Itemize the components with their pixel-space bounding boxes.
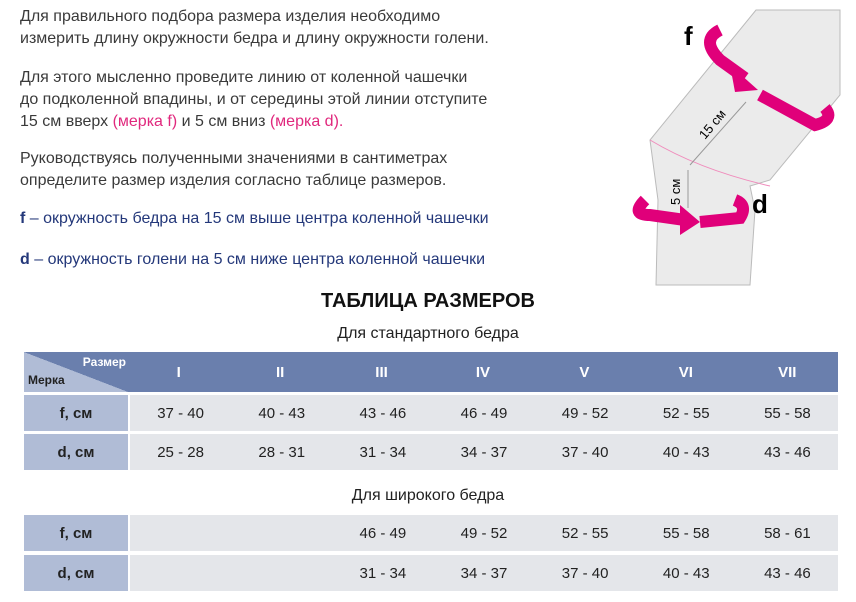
label-f: f [684,21,693,51]
instruction-text: Для этого мысленно проведите линию от ко… [20,69,488,130]
size-cell: 37 - 40 [561,564,609,582]
size-cell: 43 - 46 [764,443,811,461]
dist-15-line [689,101,747,166]
size-header: II [275,363,285,381]
size-cell: 43 - 46 [359,404,407,422]
table-row: f, см 46 - 49 49 - 52 52 - 55 55 - 58 58 - 61 [24,515,838,551]
size-cell: 34 - 37 [460,564,508,582]
table-row: f, см 37 - 40 40 - 43 43 - 46 46 - 49 49 - 52… [24,395,838,431]
wide-caption: Для широкого бедра [351,487,505,504]
size-cell: 40 - 43 [662,443,710,461]
size-cell: 40 - 43 [258,404,306,422]
size-cell: 55 - 58 [662,524,710,542]
definition-d: d – окружность голени на 5 см ниже центр… [20,251,486,268]
size-cell [231,555,332,591]
size-cell: 37 - 40 [561,443,609,461]
f-arrow-icon [704,24,749,83]
size-cell: 31 - 34 [359,443,407,461]
size-cell: 46 - 49 [460,404,508,422]
size-cell: 28 - 31 [258,443,306,461]
size-header: IV [475,363,491,381]
size-header: III [375,363,388,381]
knee-diagram: 15 см 5 см f d [632,9,841,286]
measure-label: d, см [24,555,128,591]
table-title: ТАБЛИЦА РАЗМЕРОВ [321,290,535,312]
size-cell: 55 - 58 [764,404,811,422]
size-cell: 31 - 34 [359,564,407,582]
size-cell: 52 - 55 [662,404,710,422]
size-cell [130,555,231,591]
dist-5-label: 5 см [668,179,683,205]
size-cell: 49 - 52 [460,524,508,542]
measure-label: d, см [24,434,128,470]
guide-text: Руководствуясь полученными значениями в … [20,150,448,189]
size-cell: 49 - 52 [561,404,609,422]
definition-f: f – окружность бедра на 15 см выше центр… [20,210,489,227]
label-d: d [752,189,768,219]
size-cell: 52 - 55 [561,524,609,542]
size-cell: 58 - 61 [764,524,811,542]
size-cell: 46 - 49 [359,524,407,542]
size-cell: 37 - 40 [157,404,204,422]
size-cell [231,515,332,551]
measure-label: f, см [24,395,128,431]
table-row: d, см 25 - 28 28 - 31 31 - 34 34 - 37 37 - 40… [24,434,838,470]
size-header: VI [678,363,693,381]
size-cell: 34 - 37 [460,443,508,461]
size-cell: 25 - 28 [157,443,204,461]
standard-caption: Для стандартного бедра [337,325,519,342]
size-header: V [579,363,590,381]
table-header: Размер Мерка I II III IV V VI VII [24,352,838,392]
size-header: VII [778,363,797,381]
size-cell: 40 - 43 [662,564,710,582]
intro-text: Для правильного подбора размера изделия … [20,8,489,47]
corner-cell: Размер Мерка [24,352,128,392]
table-row: d, см 31 - 34 34 - 37 37 - 40 40 - 43 43 - 46 [24,555,838,591]
d-arrow-icon [632,195,686,226]
measure-label: f, см [24,515,128,551]
size-cell: 43 - 46 [764,564,811,582]
size-cell [130,515,231,551]
size-header: I [176,363,181,381]
